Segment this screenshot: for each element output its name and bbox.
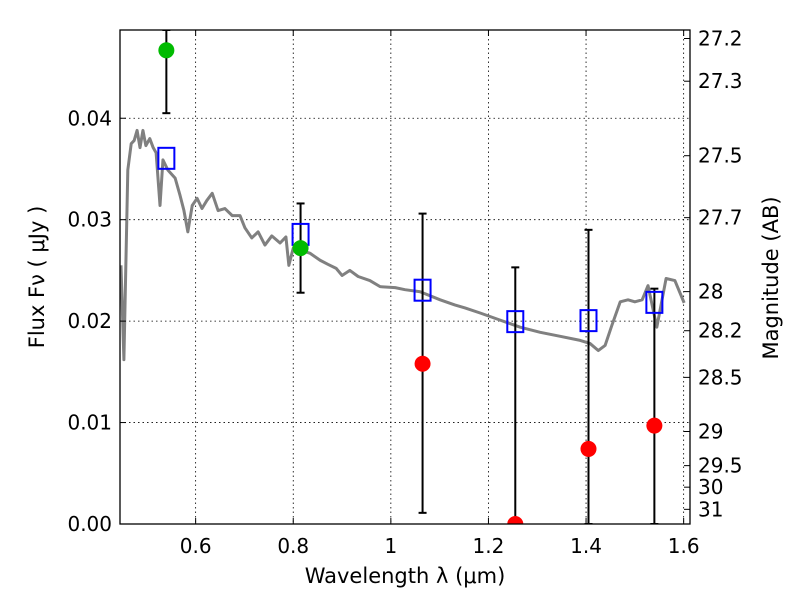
y2-tick-label: 27.7: [698, 206, 743, 230]
spectrum-line: [120, 128, 686, 362]
series-group: [120, 30, 686, 524]
y-axis-label: Flux Fν ( μJy ): [25, 206, 49, 349]
y-tick-label: 0.01: [67, 411, 112, 435]
y-tick-label: 0.02: [67, 309, 112, 333]
y2-tick-label: 27.5: [698, 144, 743, 168]
y2-tick-label: 28.2: [698, 319, 743, 343]
x-tick-label: 1.2: [473, 534, 505, 558]
y2-tick-label: 31: [698, 497, 723, 521]
y2-tick-label: 27.3: [698, 69, 743, 93]
nondetection-point: [414, 355, 431, 372]
model-square: [579, 309, 598, 333]
series: [120, 30, 686, 524]
y2-tick-label: 29.5: [698, 454, 743, 478]
x-axis-label: Wavelength λ (μm): [305, 564, 506, 588]
detection-point: [292, 240, 309, 257]
y-tick-label: 0.03: [67, 208, 112, 232]
y2-axis-label: Magnitude (AB): [759, 196, 783, 359]
nondetection-point: [580, 440, 597, 457]
x-tick-label: 1.6: [668, 534, 700, 558]
y2-tick-label: 29: [698, 419, 723, 443]
nondetection-point: [646, 417, 663, 434]
x-tick-label: 1: [384, 534, 397, 558]
grid: [120, 30, 690, 524]
model-square: [645, 290, 664, 314]
model-square: [506, 310, 525, 334]
detection-point: [158, 42, 175, 59]
x-tick-label: 0.6: [180, 534, 212, 558]
y2-tick-label: 27.2: [698, 26, 743, 50]
y2-tick-label: 28.5: [698, 365, 743, 389]
plot-frame: [119, 29, 691, 525]
model-square: [157, 146, 176, 170]
y-tick-label: 0.04: [67, 106, 112, 130]
x-tick-label: 0.8: [277, 534, 309, 558]
nondetection-point: [507, 516, 524, 524]
y2-tick-label: 28: [698, 280, 723, 304]
model-square: [413, 278, 432, 302]
y-tick-label: 0.00: [67, 512, 112, 536]
x-tick-label: 1.4: [570, 534, 602, 558]
ticks: 0.6 0.8 1 1.2 1.4 1.6 0.00 0.01 0.02 0.03 0.04 27.2…: [67, 26, 742, 558]
y2-tick-label: 30: [698, 475, 723, 499]
